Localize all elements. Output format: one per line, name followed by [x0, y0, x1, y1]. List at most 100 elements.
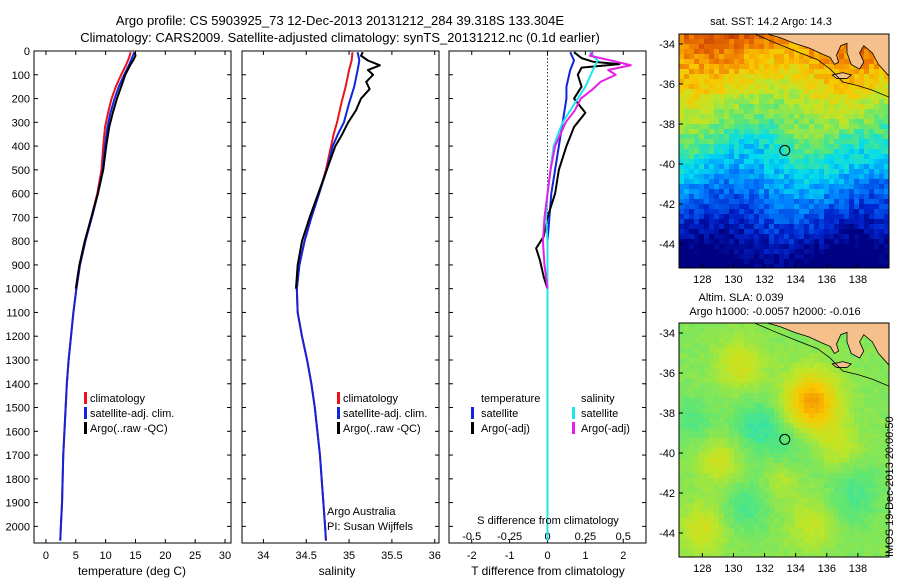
sla-cell	[874, 438, 879, 443]
sla-cell	[839, 513, 844, 518]
sla-cell	[749, 418, 754, 423]
sla-cell	[884, 488, 889, 493]
sst-cell	[819, 54, 824, 59]
sst-cell	[849, 74, 854, 79]
sla-cell	[799, 458, 804, 463]
sla-cell	[714, 438, 719, 443]
sst-cell	[849, 199, 854, 204]
sst-cell	[839, 249, 844, 254]
sst-cell	[759, 214, 764, 219]
sla-cell	[809, 528, 814, 533]
sla-cell	[729, 323, 734, 328]
sst-cell	[869, 224, 874, 229]
sla-cell	[754, 483, 759, 488]
sla-cell	[859, 473, 864, 478]
sst-cell	[794, 44, 799, 49]
sst-map-title: sat. SST: 14.2 Argo: 14.3	[710, 16, 832, 28]
sla-cell	[859, 523, 864, 528]
sst-cell	[704, 34, 709, 39]
sla-cell	[844, 493, 849, 498]
sst-cell	[884, 189, 889, 194]
sla-cell	[839, 378, 844, 383]
sst-cell	[864, 139, 869, 144]
sla-cell	[684, 418, 689, 423]
sst-cell	[724, 39, 729, 44]
sla-cell	[779, 408, 784, 413]
sla-cell	[874, 458, 879, 463]
sla-cell	[744, 463, 749, 468]
sla-cell	[879, 468, 884, 473]
sla-cell	[839, 553, 844, 557]
temperature-axes-frame	[33, 50, 232, 544]
sla-cell	[839, 398, 844, 403]
sla-cell	[759, 473, 764, 478]
sla-cell	[704, 428, 709, 433]
sst-cell	[699, 244, 704, 249]
sla-cell	[709, 343, 714, 348]
sst-cell	[834, 64, 839, 69]
sla-cell	[809, 553, 814, 557]
sst-cell	[879, 239, 884, 244]
sst-cell	[779, 44, 784, 49]
sla-cell	[694, 503, 699, 508]
sla-cell	[729, 343, 734, 348]
sst-cell	[724, 209, 729, 214]
sst-cell	[859, 249, 864, 254]
sst-cell	[729, 184, 734, 189]
sst-cell	[744, 94, 749, 99]
sla-cell	[724, 343, 729, 348]
sla-cell	[799, 508, 804, 513]
sla-cell	[714, 338, 719, 343]
sst-cell	[744, 104, 749, 109]
sla-cell	[714, 518, 719, 523]
sla-cell	[704, 448, 709, 453]
sst-cell	[849, 249, 854, 254]
sla-cell	[879, 383, 884, 388]
sla-cell	[784, 543, 789, 548]
sst-cell	[864, 134, 869, 139]
sla-cell	[789, 428, 794, 433]
sst-cell	[744, 84, 749, 89]
sla-cell	[864, 413, 869, 418]
sst-cell	[689, 44, 694, 49]
sla-cell	[719, 528, 724, 533]
sst-cell	[784, 139, 789, 144]
sst-cell	[689, 54, 694, 59]
sla-cell	[774, 443, 779, 448]
sla-cell	[794, 468, 799, 473]
sst-cell	[879, 94, 884, 99]
sst-cell	[859, 189, 864, 194]
sst-cell	[819, 119, 824, 124]
legend-title-salinity: salinity	[581, 393, 615, 405]
sla-cell	[749, 543, 754, 548]
sla-cell	[724, 498, 729, 503]
sla-cell	[734, 393, 739, 398]
sla-cell	[849, 433, 854, 438]
sst-cell	[854, 94, 859, 99]
sla-cell	[849, 518, 854, 523]
sst-cell	[844, 214, 849, 219]
sst-cell	[799, 219, 804, 224]
sst-cell	[709, 39, 714, 44]
sst-cell	[789, 159, 794, 164]
sla-cell	[694, 518, 699, 523]
sla-cell	[764, 493, 769, 498]
sla-cell	[764, 343, 769, 348]
sla-cell	[699, 393, 704, 398]
sst-cell	[789, 219, 794, 224]
sst-cell	[739, 264, 744, 268]
sst-cell	[784, 94, 789, 99]
sst-cell	[754, 104, 759, 109]
sst-cell	[699, 149, 704, 154]
sla-cell	[719, 538, 724, 543]
sst-cell	[794, 64, 799, 69]
sla-cell	[754, 468, 759, 473]
sst-cell	[829, 74, 834, 79]
sla-cell	[854, 513, 859, 518]
sst-cell	[704, 104, 709, 109]
sst-cell	[724, 254, 729, 259]
sst-cell	[844, 134, 849, 139]
sla-cell	[749, 533, 754, 538]
sla-cell	[694, 478, 699, 483]
sst-cell	[699, 79, 704, 84]
